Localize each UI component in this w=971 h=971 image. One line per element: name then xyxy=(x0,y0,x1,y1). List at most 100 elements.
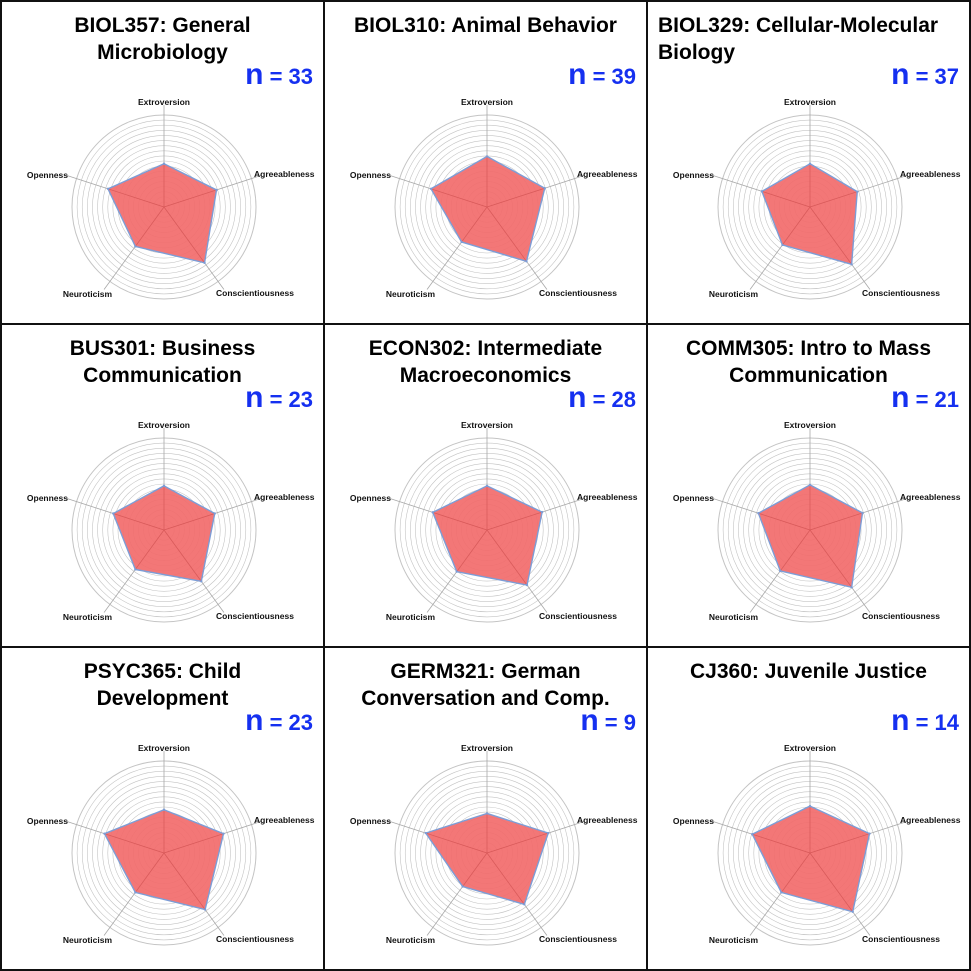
data-point xyxy=(780,891,783,894)
inner-spoke xyxy=(809,852,854,913)
sample-size: n = 21 xyxy=(891,383,959,415)
data-point xyxy=(203,908,207,911)
n-letter: n xyxy=(245,58,264,91)
inner-spoke xyxy=(486,206,527,262)
chart-title: BUS301: Business Communication xyxy=(69,337,256,387)
data-point xyxy=(134,245,137,248)
n-letter: n xyxy=(891,58,910,91)
inner-spoke xyxy=(461,206,488,243)
radar-chart: Extroversion Agreeableness Conscientiousne… xyxy=(27,97,315,300)
axis-label-agreeableness: Agreeableness xyxy=(254,169,315,179)
axis-label-openness: Openness xyxy=(27,493,68,503)
data-point xyxy=(461,885,464,888)
n-letter: n xyxy=(568,58,587,91)
n-value: = 23 xyxy=(269,710,313,735)
inner-spoke xyxy=(163,852,206,910)
axis-label-neuroticism: Neuroticism xyxy=(709,612,759,622)
data-point xyxy=(861,511,864,515)
axis-label-conscientiousness: Conscientiousness xyxy=(216,288,294,298)
chart-title: BIOL357: General Microbiology xyxy=(74,14,251,64)
data-point xyxy=(760,190,764,193)
inner-spoke xyxy=(758,512,811,531)
n-value: = 39 xyxy=(592,64,636,89)
inner-spoke xyxy=(456,529,488,572)
data-point xyxy=(856,190,859,193)
axis-label-neuroticism: Neuroticism xyxy=(63,612,113,622)
chart-title: COMM305: Intro to Mass Communication xyxy=(685,337,932,387)
inner-spoke xyxy=(486,529,528,586)
axis-label-neuroticism: Neuroticism xyxy=(63,935,113,945)
data-point xyxy=(162,162,166,165)
data-polygon xyxy=(107,162,218,264)
n-value: = 23 xyxy=(269,387,313,412)
radar-chart: Extroversion Agreeableness Conscientiousne… xyxy=(350,743,638,946)
axis-label-agreeableness: Agreeableness xyxy=(577,169,638,179)
axis-label-agreeableness: Agreeableness xyxy=(254,815,315,825)
data-point xyxy=(851,910,854,913)
n-letter: n xyxy=(580,704,599,737)
data-point xyxy=(103,832,106,835)
data-polygon xyxy=(431,485,543,586)
data-point xyxy=(431,511,434,514)
data-point xyxy=(808,162,812,165)
inner-spoke xyxy=(104,833,165,854)
data-point xyxy=(485,812,489,815)
inner-spoke xyxy=(486,852,525,905)
inner-spoke xyxy=(135,529,165,570)
data-point xyxy=(868,832,871,835)
radar-chart: Extroversion Agreeableness Conscientiousne… xyxy=(350,420,638,623)
axis-label-extroversion: Extroversion xyxy=(784,420,836,430)
n-value: = 37 xyxy=(915,64,959,89)
data-point xyxy=(523,903,526,906)
inner-spoke xyxy=(107,188,165,208)
axis-label-conscientiousness: Conscientiousness xyxy=(539,934,617,944)
n-letter: n xyxy=(245,381,264,414)
data-point xyxy=(485,155,489,158)
axis-label-conscientiousness: Conscientiousness xyxy=(539,288,617,298)
inner-spoke xyxy=(486,187,545,208)
data-point xyxy=(808,804,812,808)
data-point xyxy=(808,483,812,487)
data-point xyxy=(751,833,754,836)
n-letter: n xyxy=(245,704,264,737)
chart-title: BIOL329: Cellular-Molecular Biology xyxy=(658,14,939,64)
axis-label-openness: Openness xyxy=(27,170,68,180)
axis-label-extroversion: Extroversion xyxy=(461,420,513,430)
sample-size: n = 14 xyxy=(891,706,959,738)
inner-spoke xyxy=(486,511,543,531)
n-value: = 9 xyxy=(604,710,636,735)
inner-spoke xyxy=(809,206,852,265)
inner-spoke xyxy=(782,206,811,246)
data-point xyxy=(162,808,166,811)
axis-label-neuroticism: Neuroticism xyxy=(63,289,113,299)
inner-spoke xyxy=(779,529,811,572)
axis-label-openness: Openness xyxy=(673,493,714,503)
inner-spoke xyxy=(135,852,165,893)
data-point xyxy=(850,263,853,266)
axis-label-agreeableness: Agreeableness xyxy=(577,492,638,502)
axis-label-neuroticism: Neuroticism xyxy=(709,935,759,945)
data-polygon xyxy=(757,484,864,589)
axis-label-conscientiousness: Conscientiousness xyxy=(216,934,294,944)
axis-label-extroversion: Extroversion xyxy=(461,743,513,753)
inner-spoke xyxy=(163,529,202,582)
inner-spoke xyxy=(462,852,488,887)
data-point xyxy=(106,187,110,191)
chart-panel-0: BIOL357: General Microbiology n = 33 Ext… xyxy=(2,2,325,325)
radar-chart: Extroversion Agreeableness Conscientiousne… xyxy=(673,97,961,300)
axis-label-conscientiousness: Conscientiousness xyxy=(539,611,617,621)
n-value: = 33 xyxy=(269,64,313,89)
radar-chart: Extroversion Agreeableness Conscientiousne… xyxy=(350,97,638,300)
inner-spoke xyxy=(809,833,870,854)
radar-chart: Extroversion Agreeableness Conscientiousne… xyxy=(27,743,315,946)
data-point xyxy=(779,569,782,573)
sample-size: n = 33 xyxy=(245,60,313,92)
data-polygon xyxy=(424,812,550,906)
radar-chart: Extroversion Agreeableness Conscientiousne… xyxy=(673,420,961,623)
data-point xyxy=(543,187,546,190)
sample-size: n = 9 xyxy=(580,706,636,738)
chart-panel-6: PSYC365: Child Development n = 23 Extrov… xyxy=(2,648,325,969)
axis-label-agreeableness: Agreeableness xyxy=(900,815,961,825)
inner-spoke xyxy=(809,512,863,531)
inner-spoke xyxy=(163,189,217,208)
